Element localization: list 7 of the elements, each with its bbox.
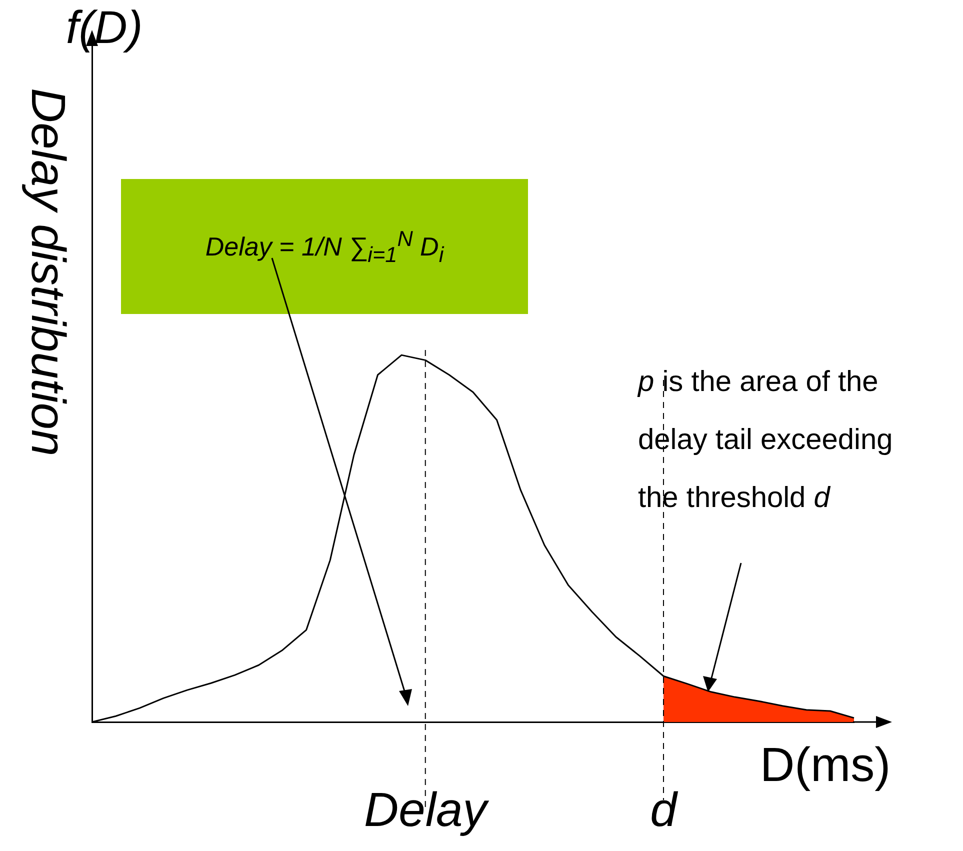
text: Delay = 1/N ∑$_{i=1}$$^{N}$ D$_{i}$: [205, 226, 444, 268]
x-axis-title: D(ms): [760, 738, 891, 793]
x-tick-label: d: [650, 784, 678, 838]
text: p is the area of the delay tail exceeding the threshold d: [638, 366, 893, 514]
y-axis-title: Delay distribution: [20, 88, 75, 456]
x-tick-label: Delay: [364, 784, 490, 838]
text: f(D): [66, 0, 143, 54]
